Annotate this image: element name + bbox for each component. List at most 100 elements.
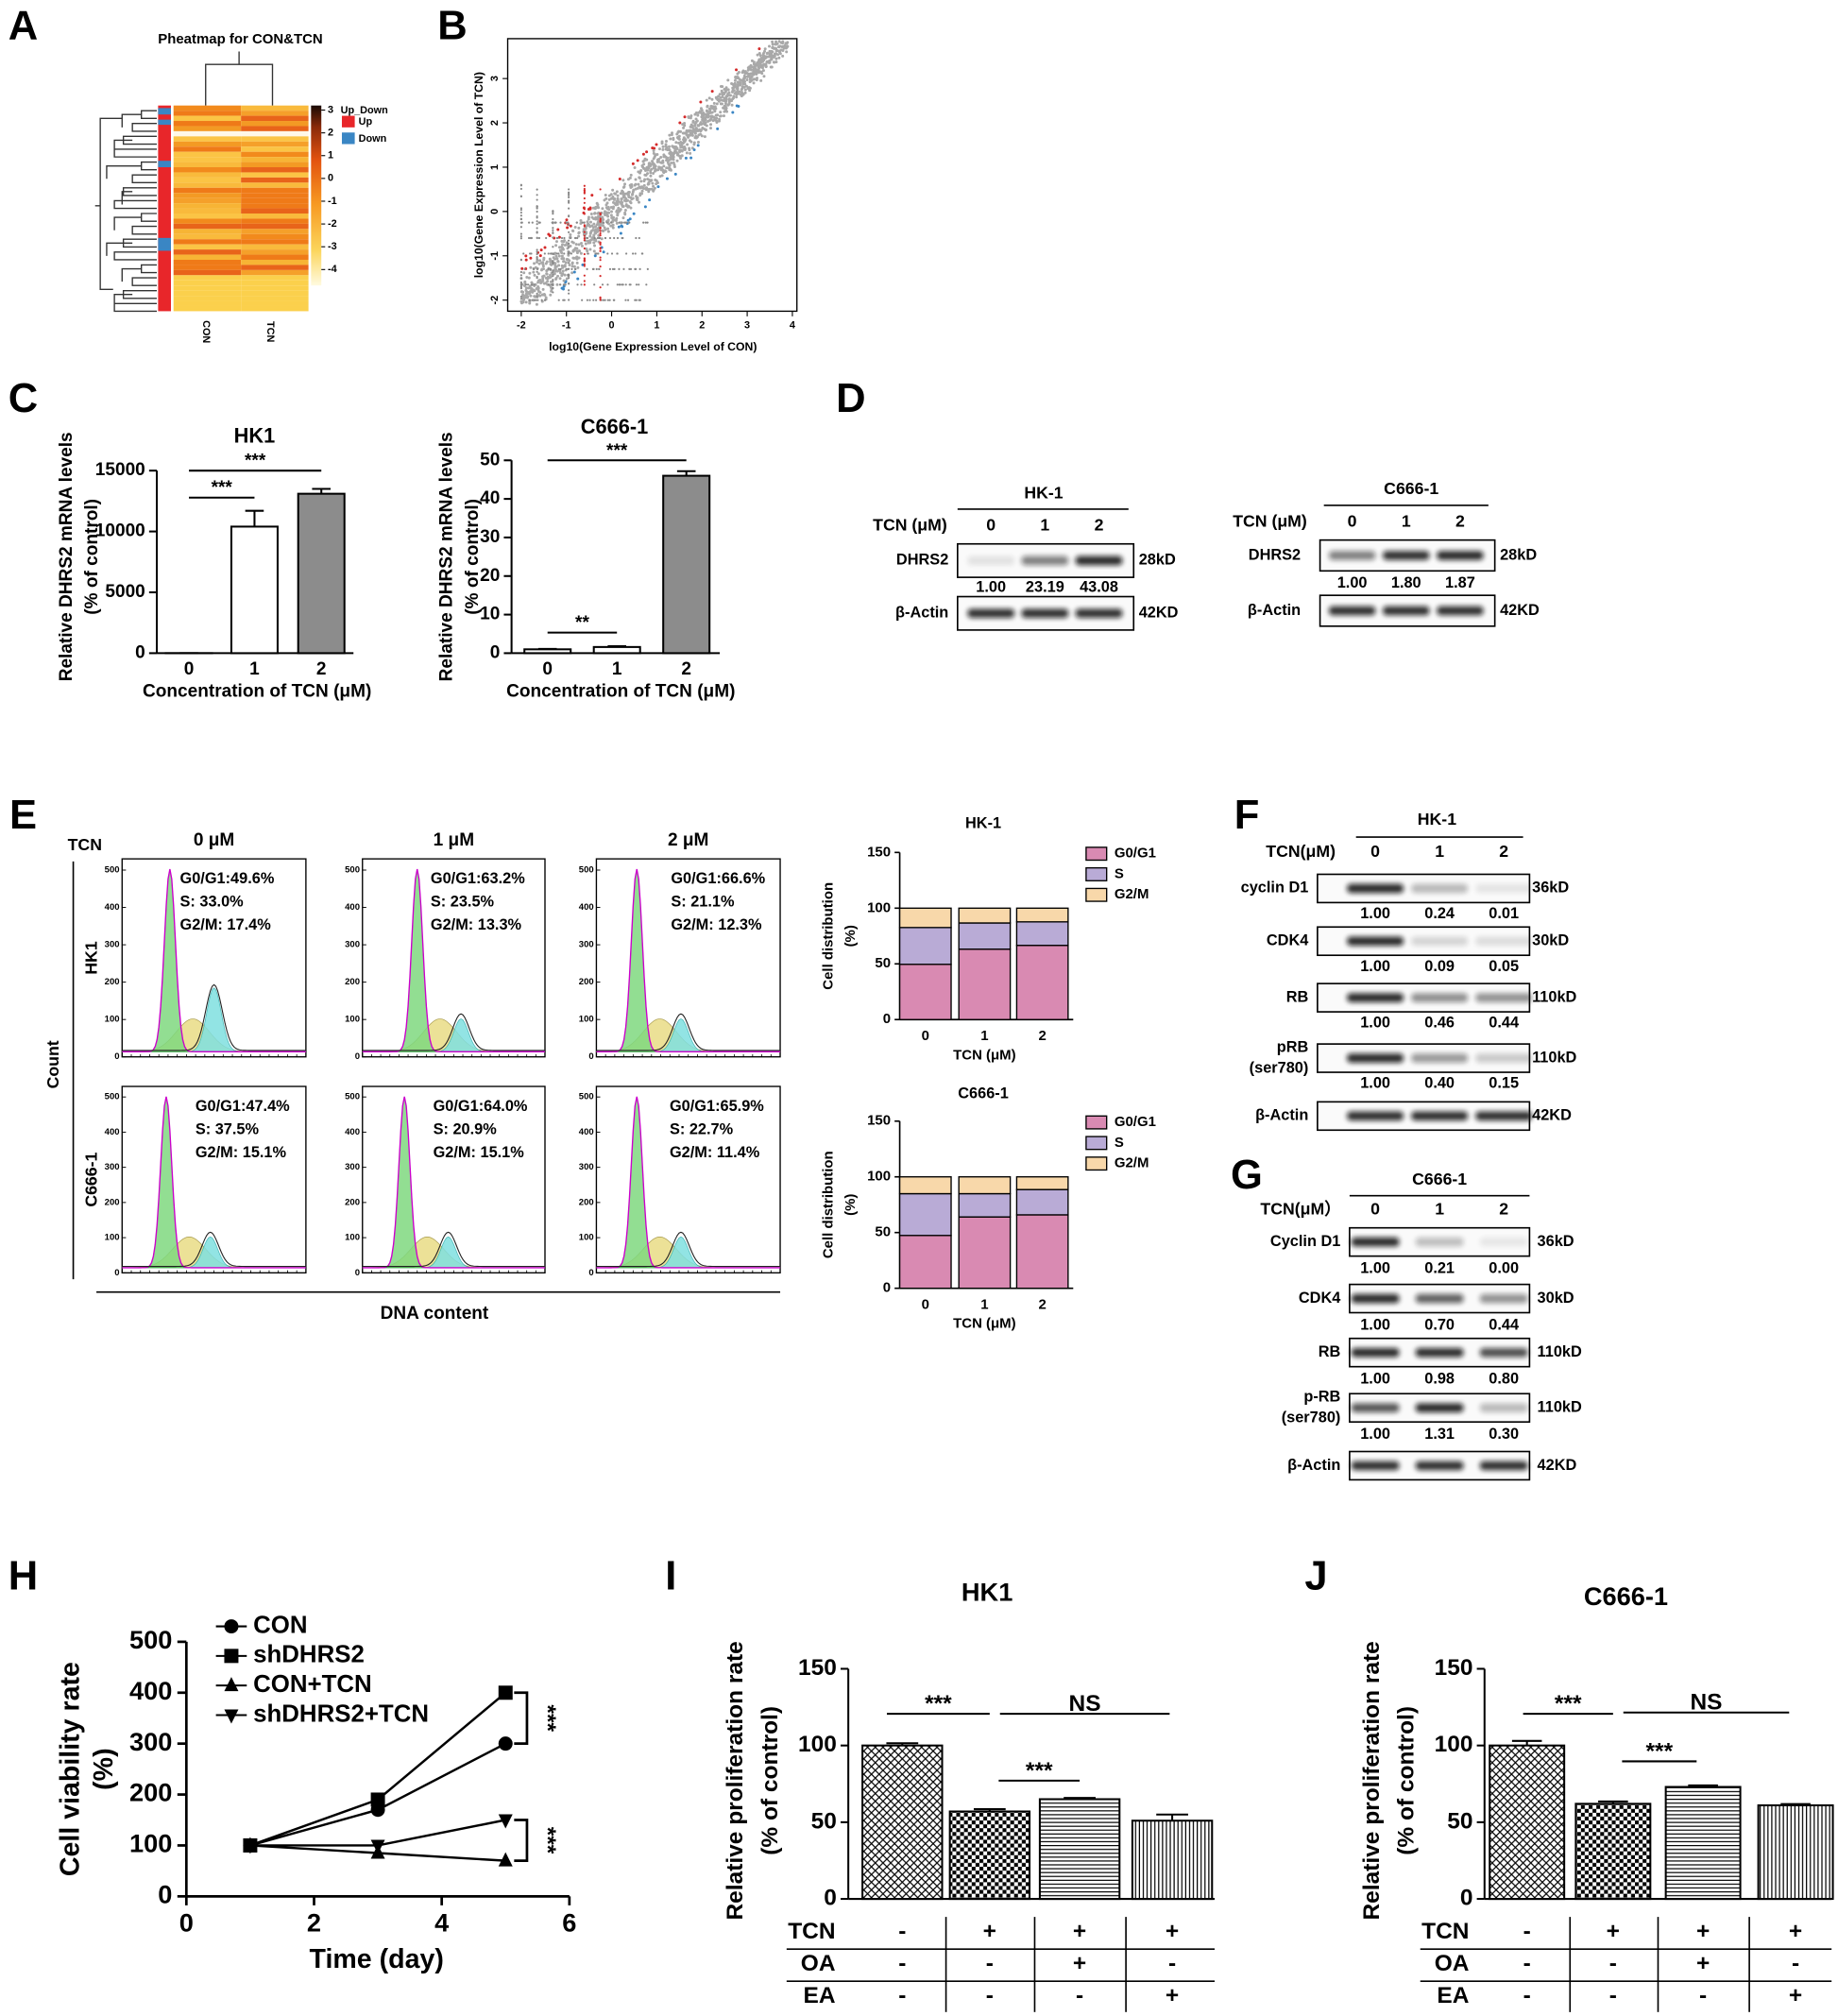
- histogram-frame: [362, 1085, 546, 1274]
- y-tick-label: 100: [129, 1829, 172, 1858]
- scatter-texture: [753, 69, 757, 73]
- phase-stat: G2/M: 11.4%: [670, 1144, 760, 1161]
- condition-value: +: [1789, 1919, 1802, 1944]
- bracket: [514, 1819, 529, 1862]
- scatter-texture: [592, 249, 596, 253]
- band-quantification: 0.05: [1489, 958, 1519, 975]
- scatter-texture: [528, 299, 532, 303]
- scatter-texture: [527, 221, 531, 224]
- scatter-texture: [647, 166, 651, 170]
- scatter-texture: [686, 143, 689, 146]
- scatter-texture: [668, 133, 672, 137]
- scatter-texture: [615, 190, 619, 194]
- scatter-texture: [568, 267, 570, 270]
- scatter-texture: [672, 151, 676, 155]
- scatter-texture: [536, 250, 538, 253]
- condition-value: -: [898, 1919, 906, 1944]
- scatter-texture: [543, 252, 546, 255]
- scatter-texture: [524, 292, 528, 296]
- band-quantification: 0.70: [1424, 1316, 1455, 1333]
- band-quantification: 1.00: [1337, 574, 1368, 591]
- scatter-texture: [559, 267, 562, 270]
- y-tick-label: 400: [345, 1127, 360, 1137]
- scatter-texture: [556, 259, 560, 263]
- x-axis-label: TCN (μM): [953, 1316, 1015, 1332]
- scatter-texture: [583, 213, 586, 215]
- scatter-texture: [659, 156, 663, 160]
- scatter-texture: [740, 78, 744, 82]
- condition-value: +: [1166, 1919, 1179, 1944]
- protein-label: β-Actin: [1255, 1107, 1308, 1124]
- scatter-texture: [715, 96, 719, 100]
- scatter-texture: [683, 137, 687, 141]
- scatter-texture: [609, 221, 613, 224]
- scatter-texture: [776, 53, 780, 57]
- scatter-texture: [638, 200, 641, 204]
- heatmap-cell: [241, 223, 309, 230]
- scatter-texture: [710, 97, 714, 101]
- scatter-texture: [602, 250, 605, 254]
- blot-band: [1351, 1461, 1400, 1471]
- scatter-texture: [593, 236, 596, 240]
- scatter-texture: [573, 226, 577, 230]
- scatter-texture: [699, 123, 703, 127]
- blot-band: [1415, 1403, 1464, 1412]
- scatter-texture: [635, 283, 638, 286]
- band-quantification: 1.00: [1360, 1075, 1390, 1092]
- blot-header: TCN(μM）: [1260, 1199, 1340, 1218]
- scatter-texture: [733, 83, 737, 87]
- scatter-texture: [520, 290, 524, 294]
- legend-swatch: [1085, 866, 1108, 881]
- condition-value: +: [1789, 1983, 1802, 2008]
- heatmap-cell: [173, 290, 242, 297]
- legend-label: Up: [359, 116, 373, 128]
- phase-stat: G0/G1:49.6%: [180, 870, 275, 887]
- scatter-texture: [609, 224, 613, 228]
- blot-band: [1021, 555, 1069, 566]
- scatter-texture: [531, 299, 534, 301]
- blot-title: HK-1: [1024, 483, 1063, 502]
- band-quantification: 1.87: [1445, 574, 1475, 591]
- band-quantification: 1.00: [1360, 1371, 1390, 1388]
- plot-frame: [506, 38, 798, 313]
- scatter-texture: [634, 178, 638, 181]
- y-tick-label: 40: [480, 488, 500, 508]
- scatter-texture: [699, 100, 703, 104]
- scatter-texture: [520, 221, 523, 224]
- y-tick-label: 50: [811, 1808, 837, 1834]
- significance-label: NS: [1069, 1691, 1101, 1717]
- heatmap-cell: [241, 265, 309, 270]
- heatmap-cell: [173, 193, 242, 198]
- scatter-texture: [651, 146, 655, 150]
- scatter-texture: [558, 283, 562, 286]
- scatter-texture: [623, 211, 627, 214]
- y-axis-label: (%): [842, 925, 859, 947]
- scatter-texture: [535, 302, 538, 306]
- scatter-texture: [726, 88, 730, 92]
- x-axis-label: Concentration of TCN (μM): [506, 681, 735, 701]
- scatter-texture: [588, 241, 592, 245]
- scatter-texture: [618, 283, 621, 286]
- scatter-texture: [724, 86, 728, 90]
- scatter-texture: [568, 239, 570, 242]
- scatter-texture: [664, 145, 668, 148]
- scatter-texture: [599, 230, 602, 232]
- protein-label: cyclin D1: [1241, 880, 1309, 897]
- scatter-texture: [685, 130, 689, 134]
- scatter-texture: [745, 75, 749, 78]
- scatter-texture: [673, 172, 677, 176]
- y-tick-label: 400: [579, 1127, 594, 1137]
- scatter-texture: [552, 246, 554, 248]
- scatter-texture: [588, 234, 592, 238]
- scatter-texture: [557, 267, 560, 270]
- blot-header: TCN(μM): [1266, 842, 1336, 861]
- scatter-texture: [599, 259, 602, 262]
- scatter-texture: [621, 204, 624, 208]
- scatter-texture: [664, 155, 668, 159]
- scatter-texture: [622, 267, 625, 270]
- scatter-texture: [529, 256, 533, 260]
- heatmap-cell: [241, 111, 309, 116]
- scatter-texture: [572, 265, 576, 268]
- histogram-texture: [596, 868, 781, 1052]
- scatter-texture: [593, 207, 597, 211]
